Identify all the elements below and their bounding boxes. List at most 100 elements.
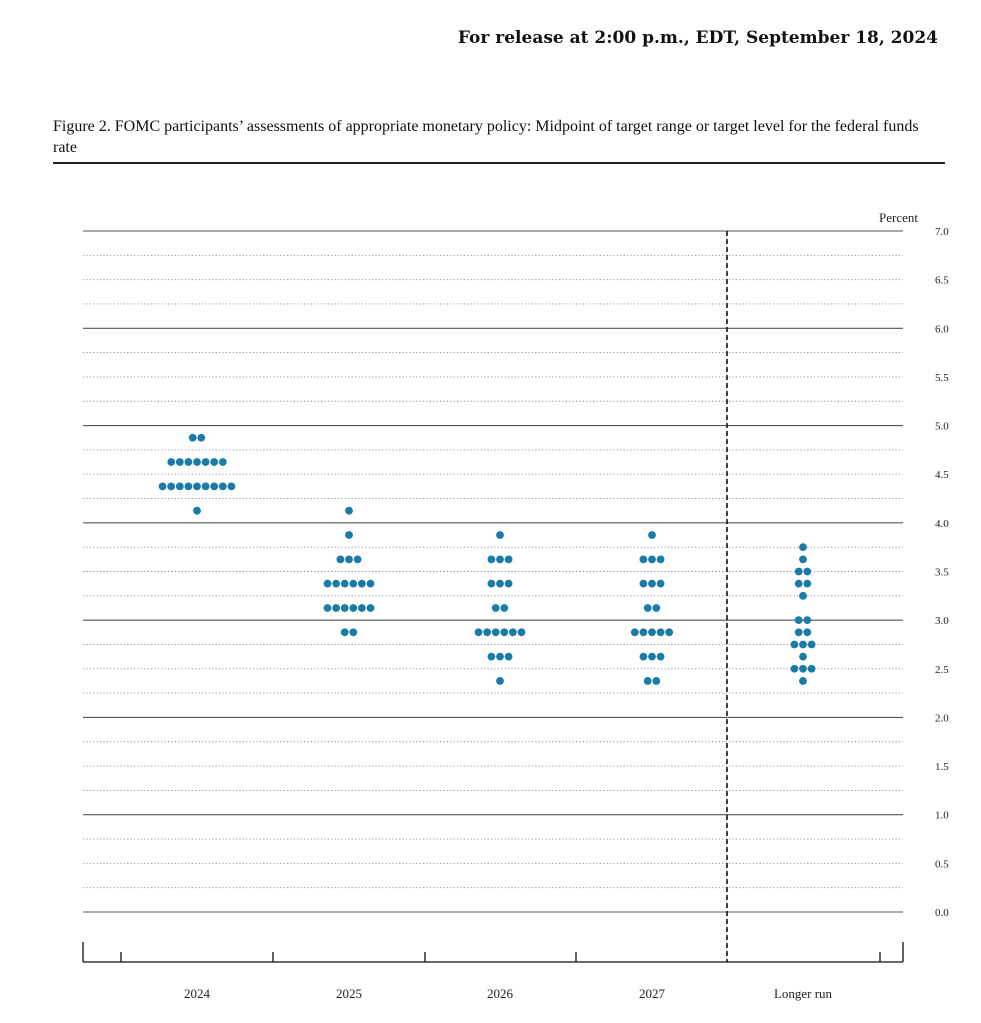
participant-dot (210, 482, 219, 491)
participant-dot (648, 531, 656, 539)
participant-dot (504, 555, 513, 564)
participant-dot (184, 482, 193, 491)
participant-dot (336, 555, 345, 564)
participant-dot (807, 664, 816, 673)
participant-dot (648, 628, 656, 637)
participant-dot (201, 458, 210, 466)
participant-dot (648, 555, 656, 564)
participant-dot (358, 579, 366, 588)
y-tick-label: 1.5 (935, 761, 949, 773)
participant-dot (483, 628, 491, 637)
participant-dot (175, 458, 184, 466)
participant-dot (487, 652, 496, 661)
participant-dot (799, 591, 807, 600)
participant-dot (799, 640, 807, 649)
participant-dot (803, 616, 812, 625)
participant-dot (639, 579, 648, 588)
participant-dot (509, 628, 517, 637)
participant-dot (349, 604, 358, 612)
participant-dot (790, 664, 799, 673)
participant-dot (656, 579, 665, 588)
participant-dot (630, 628, 639, 637)
participant-dot (639, 652, 648, 661)
y-tick-label: 1.0 (935, 810, 949, 822)
participant-dot (193, 506, 201, 515)
participant-dot (496, 531, 504, 539)
participant-dot (648, 652, 656, 661)
participant-dot (794, 567, 803, 576)
participant-dot (167, 482, 176, 491)
participant-dot (345, 506, 353, 515)
x-tick-label: 2027 (639, 986, 666, 1001)
participant-dot (799, 543, 807, 552)
participant-dot (656, 652, 665, 661)
participant-dot (643, 677, 652, 685)
participant-dot (201, 482, 210, 491)
participant-dot (210, 458, 219, 466)
y-tick-label: 7.0 (935, 226, 949, 238)
participant-dot (487, 555, 496, 564)
participant-dot (158, 482, 167, 491)
participant-dot (345, 555, 353, 564)
y-tick-label: 4.5 (935, 469, 949, 481)
participant-dot (790, 640, 799, 649)
y-axis-label: Percent (879, 210, 918, 225)
participant-dot (807, 640, 816, 649)
participant-dot (167, 458, 176, 466)
participant-dot (340, 604, 349, 612)
participant-dot (500, 628, 509, 637)
participant-dot (643, 604, 652, 612)
participant-dot (193, 458, 201, 466)
participant-dot (175, 482, 184, 491)
participant-dot (803, 567, 812, 576)
participant-dot (353, 555, 362, 564)
x-axis: 2024 2025 2026 2027 Longer run (82, 942, 904, 1001)
participant-dot (504, 579, 513, 588)
y-tick-label: 2.5 (935, 664, 949, 676)
x-tick-label: 2024 (184, 986, 211, 1001)
participant-dot (794, 616, 803, 625)
participant-dot (218, 482, 227, 491)
x-tick-label: Longer run (774, 986, 833, 1001)
y-tick-label: 6.5 (935, 275, 949, 287)
grid-lines (83, 230, 903, 913)
participant-dot (332, 604, 340, 612)
figure-title: Figure 2. FOMC participants’ assessments… (53, 118, 919, 156)
participant-dot (491, 604, 500, 612)
participant-dot (340, 628, 349, 637)
participant-dot (358, 604, 366, 612)
participant-dot (656, 628, 665, 637)
y-tick-label: 3.0 (935, 615, 949, 627)
y-tick-label: 0.0 (935, 907, 949, 919)
participant-dot (799, 652, 807, 661)
participant-dot (188, 433, 197, 442)
participant-dot (193, 482, 201, 491)
participant-dot (496, 677, 504, 685)
participant-dot (184, 458, 193, 466)
participant-dot (794, 628, 803, 637)
participant-dot (340, 579, 349, 588)
participant-dot (323, 604, 332, 612)
participant-dot (794, 579, 803, 588)
participant-dot (218, 458, 227, 466)
y-tick-labels: 0.0 0.5 1.0 1.5 2.0 2.5 3.0 3.5 4.0 4.5 5.0 5.5 6.0 6… (935, 226, 949, 919)
participant-dot (332, 579, 340, 588)
participant-dot (349, 628, 358, 637)
participant-dot (639, 628, 648, 637)
x-tick-label: 2025 (336, 986, 362, 1001)
participant-dot (496, 555, 504, 564)
participant-dot (227, 482, 236, 491)
y-tick-label: 5.0 (935, 421, 949, 433)
y-tick-label: 4.0 (935, 518, 949, 530)
participant-dot (323, 579, 332, 588)
participant-dot (656, 555, 665, 564)
participant-dot (487, 579, 496, 588)
y-tick-label: 5.5 (935, 372, 949, 384)
y-tick-label: 2.0 (935, 712, 949, 724)
participant-dot (504, 652, 513, 661)
participant-dot (474, 628, 483, 637)
participant-dot (197, 433, 206, 442)
participant-dot (366, 604, 375, 612)
participant-dot (803, 579, 812, 588)
